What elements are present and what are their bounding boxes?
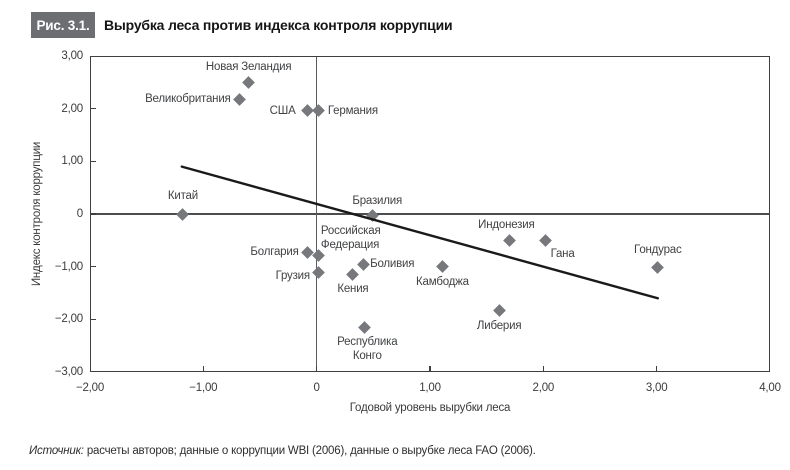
data-point-label-line: Гондурас — [634, 243, 682, 256]
data-point-label-line: Грузия — [275, 269, 311, 282]
y-tick-label: 0 — [76, 208, 83, 220]
data-point-label-line: Великобритания — [145, 93, 231, 106]
figure-number-badge: Рис. 3.1. — [31, 12, 95, 38]
data-point-label: Гана — [551, 247, 575, 261]
x-tick-label: −1,00 — [189, 382, 218, 394]
data-point-label-line: Новая Зеландия — [205, 61, 292, 74]
data-point-label: Новая Зеландия — [205, 60, 292, 74]
data-point-label: Бразилия — [352, 194, 402, 208]
trend-line — [180, 165, 659, 300]
source-note-text: расчеты авторов; данные о коррупции WBI … — [86, 445, 536, 457]
zero-line-horizontal — [90, 212, 770, 216]
data-point-label-line: Бразилия — [352, 194, 403, 207]
x-axis-tick — [542, 366, 544, 372]
data-point-label: Российская Федерация — [321, 224, 381, 252]
figure-title: Вырубка леса против индекса контроля кор… — [104, 17, 453, 33]
data-point-label-line: Федерация — [320, 238, 380, 251]
x-axis-tick — [202, 366, 204, 372]
data-point-label-line: Конго — [352, 350, 382, 363]
x-tick-label: 1,00 — [419, 382, 441, 394]
y-tick-label: 3,00 — [61, 50, 83, 62]
data-point-label: Гондурас — [634, 243, 682, 257]
data-point-label: Боливия — [370, 257, 414, 271]
source-note: Источник: расчеты авторов; данные о корру… — [29, 445, 536, 457]
data-point-label: США — [270, 104, 296, 118]
data-point-label-line: Либерия — [476, 319, 522, 332]
data-point-label: Либерия — [476, 319, 522, 333]
data-point-label-line: Республика — [337, 336, 398, 349]
y-tick-label: −1,00 — [54, 260, 83, 273]
y-tick-label: 2,00 — [61, 102, 83, 115]
data-point-label-line: Кения — [337, 283, 369, 296]
x-tick-label: 2,00 — [532, 382, 555, 394]
y-axis-title: Индекс контроля коррупции — [31, 141, 43, 287]
zero-line-vertical — [316, 56, 318, 372]
x-axis-title: Годовой уровень вырубки леса — [349, 402, 511, 414]
data-point-label-line: США — [269, 104, 296, 117]
x-axis-tick — [429, 366, 431, 372]
x-tick-label: 4,00 — [759, 382, 781, 394]
y-axis-tick — [90, 266, 96, 268]
data-point-label: Индонезия — [478, 218, 535, 232]
data-point-label: Камбоджа — [416, 275, 469, 289]
data-point-label-line: Гана — [550, 248, 575, 261]
data-point-label-line: Китай — [167, 190, 198, 202]
plot-area: −2,00 −1,00 0 1,00 2,00 3,00 4,00 3,00 2,00 1,00 0… — [55, 50, 781, 394]
y-tick-label: −3,00 — [54, 366, 83, 378]
data-point-label: Великобритания — [145, 92, 231, 106]
data-point-label-line: Индонезия — [478, 219, 535, 232]
source-note-label: Источник: — [29, 445, 84, 457]
x-tick-label: 3,00 — [645, 382, 668, 394]
data-point-label: Болгария — [250, 245, 298, 259]
data-point-label: Кения — [337, 282, 368, 296]
data-point-label: Германия — [328, 104, 378, 118]
data-point-label: Китай — [168, 189, 198, 203]
y-axis-tick — [90, 160, 96, 162]
y-axis-tick — [90, 213, 96, 215]
data-point-label: Республика Конго — [337, 335, 398, 363]
data-point-label-line: Болгария — [250, 246, 299, 259]
x-tick-label: 0 — [313, 382, 320, 394]
x-tick-label: −2,00 — [75, 382, 105, 394]
y-axis-tick — [90, 108, 96, 110]
y-tick-label: 1,00 — [61, 155, 83, 168]
data-point-label-line: Германия — [327, 104, 378, 117]
data-point-label-line: Российская — [320, 224, 381, 237]
data-point-label: Грузия — [275, 269, 311, 283]
data-point-label-line: Боливия — [370, 258, 415, 271]
x-axis-tick — [656, 366, 658, 372]
data-point-label-line: Камбоджа — [416, 275, 469, 288]
x-axis-tick — [316, 366, 318, 372]
y-tick-label: −2,00 — [54, 313, 83, 326]
y-axis-tick — [90, 318, 96, 320]
